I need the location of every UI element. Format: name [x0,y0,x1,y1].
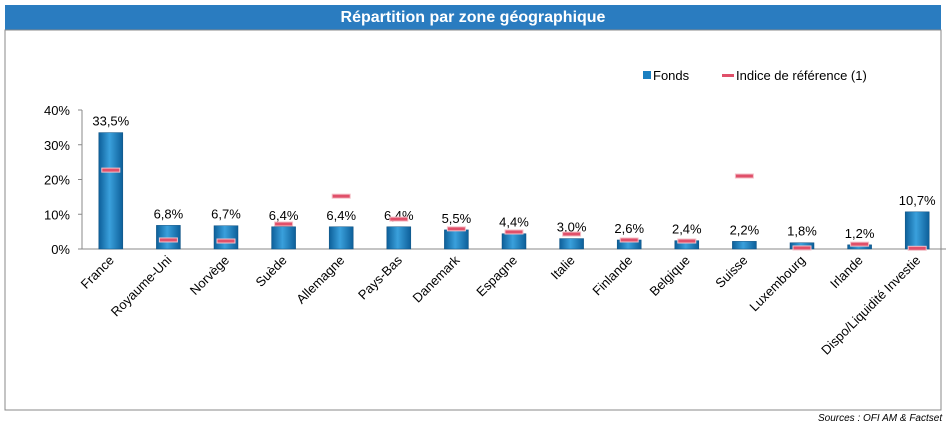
value-label: 6,4% [326,208,356,223]
x-tick-label: Royaume-Uni [108,252,175,319]
reference-marker [792,245,812,251]
bar [732,241,757,250]
x-tick-label: Finlande [589,253,635,299]
value-label: 2,4% [672,222,702,237]
value-label: 1,2% [845,226,875,241]
bar [328,226,354,250]
bar [156,225,181,250]
value-label: 2,2% [730,222,760,237]
reference-marker [389,216,409,222]
x-tick-label: Suède [253,253,290,290]
x-tick-label: Norvège [187,253,232,298]
value-label: 6,7% [211,207,241,222]
value-label: 6,4% [269,208,299,223]
x-tick-label: Allemagne [293,253,347,307]
x-tick-label: Dispo/Liquidité Investie [818,253,923,358]
x-tick-label: Luxembourg [746,253,808,315]
y-tick-label: 40% [44,103,70,118]
bar [444,229,469,250]
value-label: 10,7% [899,193,936,208]
value-label: 33,5% [92,114,129,129]
reference-marker [158,237,178,243]
x-tick-label: Irlande [827,253,866,292]
bar [559,238,584,250]
reference-marker [562,231,582,237]
reference-marker [619,237,639,243]
x-tick-label: Belgique [647,253,693,299]
y-tick-label: 30% [44,138,70,153]
x-tick-label: Suisse [712,253,750,291]
frame [4,29,942,411]
bar [271,226,296,250]
reference-marker [734,173,754,179]
source: Sources : OFI AM & Factset [818,413,943,424]
title-bar [5,5,941,30]
x-tick-label: Italie [548,253,578,283]
y-tick-label: 10% [44,207,70,222]
bar [386,226,412,250]
bar [904,211,930,250]
chart-title: Répartition par zone géographique [341,9,606,26]
x-tick-label: Pays-Bas [355,252,405,302]
value-label: 6,8% [154,206,184,221]
bar [213,225,239,250]
reference-marker [907,245,927,251]
y-tick-label: 0% [51,242,70,257]
x-tick-label: France [78,253,117,292]
value-label: 2,6% [614,221,644,236]
bar [501,233,527,250]
value-label: 1,8% [787,224,817,239]
y-tick-label: 20% [44,173,70,188]
reference-marker [274,221,294,227]
x-tick-label: Danemark [410,252,463,305]
legend-swatch [643,71,651,79]
value-label: 4,4% [499,215,529,230]
value-label: 5,5% [442,211,472,226]
reference-marker [101,167,121,173]
legend-label: Indice de référence (1) [736,68,867,83]
bar [98,132,124,250]
reference-marker [331,193,351,199]
reference-marker [216,238,236,244]
legend-label: Fonds [653,68,690,83]
value-label: 3,0% [557,220,587,235]
reference-marker [677,238,697,244]
x-tick-label: Espagne [473,253,520,300]
reference-marker [446,226,466,232]
legend-swatch [722,74,734,77]
reference-marker [504,229,524,235]
reference-marker [850,241,870,247]
